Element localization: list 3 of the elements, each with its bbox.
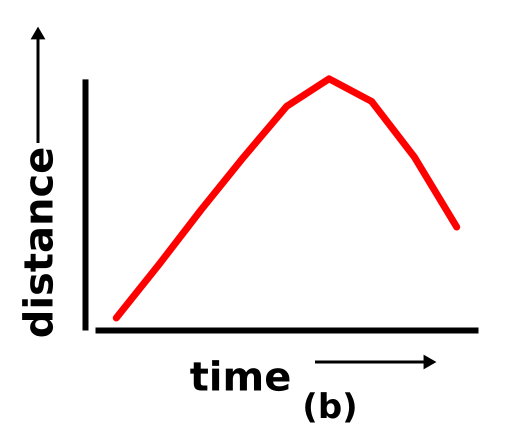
y-axis-title: distance: [16, 146, 62, 338]
x-axis-title: time: [190, 354, 292, 400]
text: (b): [302, 387, 358, 427]
